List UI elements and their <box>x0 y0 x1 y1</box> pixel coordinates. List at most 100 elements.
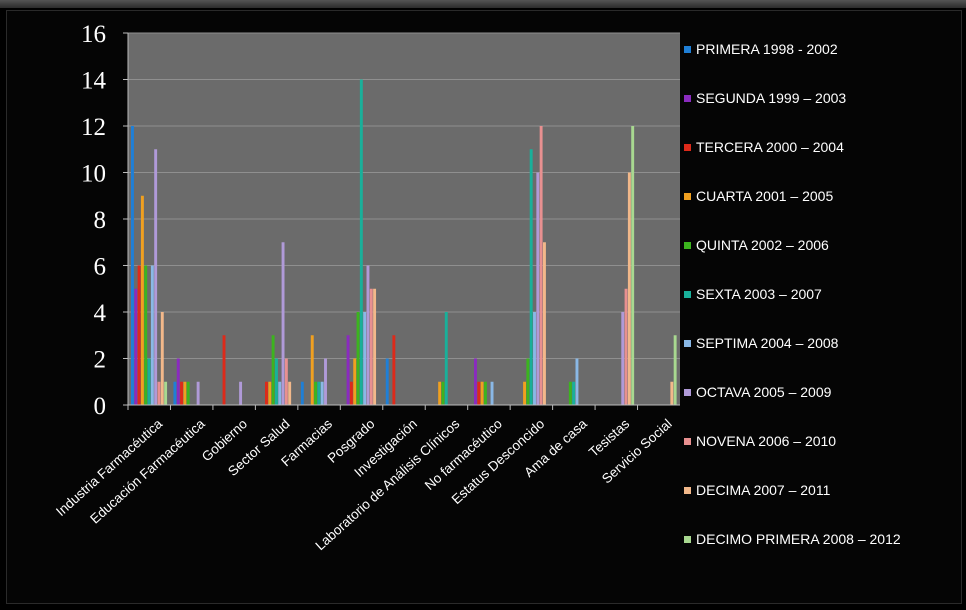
bar-sexta-2003-2007-posgrado <box>359 79 363 405</box>
legend-swatch-decima-2007-2011 <box>684 487 691 494</box>
bar-primera-1998-2002-industria-farmaceutica <box>131 126 134 405</box>
bar-sexta-2003-2007-farmacias <box>317 381 321 405</box>
bar-octava-2005-2009-gobierno <box>239 381 243 405</box>
bar-segunda-1999-2003-educacion-farmaceutica <box>176 358 180 405</box>
bar-quinta-2002-2006-posgrado <box>356 312 360 405</box>
legend-swatch-decimo-primera-2008-2012 <box>684 536 691 543</box>
bar-septima-2004-2008-ama-de-casa <box>575 358 579 405</box>
bar-segunda-1999-2003-industria-farmaceutica <box>134 288 138 405</box>
legend-swatch-tercera-2000-2004 <box>684 144 691 151</box>
bar-tercera-2000-2004-gobierno <box>222 335 226 405</box>
bar-segunda-1999-2003-no-farmaceutico <box>474 358 477 405</box>
bar-sexta-2003-2007-ama-de-casa <box>572 381 576 405</box>
y-tick-label: 0 <box>94 393 107 420</box>
legend-label-tercera-2000-2004: TERCERA 2000 – 2004 <box>696 139 844 155</box>
legend-label-octava-2005-2009: OCTAVA 2005 – 2009 <box>696 384 832 400</box>
legend-swatch-septima-2004-2008 <box>684 340 691 347</box>
bar-cuarta-2001-2005-educacion-farmaceutica <box>183 381 187 405</box>
y-tick-label: 12 <box>81 114 106 141</box>
bar-tercera-2000-2004-industria-farmaceutica <box>137 265 141 405</box>
legend-label-segunda-1999-2003: SEGUNDA 1999 – 2003 <box>696 90 846 106</box>
bar-primera-1998-2002-investigacion <box>385 358 389 405</box>
legend-label-novena-2006-2010: NOVENA 2006 – 2010 <box>696 433 836 449</box>
legend-swatch-octava-2005-2009 <box>684 389 691 396</box>
bar-quinta-2002-2006-ama-de-casa <box>568 381 572 405</box>
bar-octava-2005-2009-posgrado <box>366 265 370 405</box>
legend-swatch-cuarta-2001-2005 <box>684 193 691 200</box>
bar-novena-2006-2010-posgrado <box>369 288 373 405</box>
legend-label-cuarta-2001-2005: CUARTA 2001 – 2005 <box>696 188 833 204</box>
bar-decimo-primera-2008-2012-servicio-social <box>673 335 677 405</box>
bar-novena-2006-2010-estatus-desconcido <box>539 126 543 405</box>
bar-cuarta-2001-2005-no-farmaceutico <box>480 381 484 405</box>
legend-label-septima-2004-2008: SEPTIMA 2004 – 2008 <box>696 335 839 351</box>
legend-swatch-primera-1998-2002 <box>684 46 691 53</box>
bar-quinta-2002-2006-no-farmaceutico <box>483 381 487 405</box>
gridlines <box>128 32 680 359</box>
legend: PRIMERA 1998 - 2002 SEGUNDA 1999 – 2003 TE… <box>684 41 901 547</box>
bar-tercera-2000-2004-sector-salud <box>265 381 268 405</box>
bar-novena-2006-2010-sector-salud <box>284 358 288 405</box>
legend-label-decima-2007-2011: DECIMA 2007 – 2011 <box>696 482 831 498</box>
bar-septima-2004-2008-industria-farmaceutica <box>150 265 154 405</box>
bar-tercera-2000-2004-posgrado <box>349 381 353 405</box>
bar-decima-2007-2011-sector-salud <box>288 381 292 405</box>
legend-label-sexta-2003-2007: SEXTA 2003 – 2007 <box>696 286 822 302</box>
bar-cuarta-2001-2005-sector-salud <box>268 381 272 405</box>
bar-quinta-2002-2006-estatus-desconcido <box>526 358 530 405</box>
bar-sexta-2003-2007-sector-salud <box>274 358 278 405</box>
bar-quinta-2002-2006-industria-farmaceutica <box>144 265 148 405</box>
bar-novena-2006-2010-industria-farmaceutica <box>157 381 161 405</box>
bar-cuarta-2001-2005-posgrado <box>353 358 357 405</box>
bar-octava-2005-2009-industria-farmaceutica <box>154 149 158 405</box>
bar-tercera-2000-2004-investigacion <box>392 335 396 405</box>
legend-swatch-sexta-2003-2007 <box>684 291 691 298</box>
bar-octava-2005-2009-tesistas <box>621 312 625 405</box>
bar-decimo-primera-2008-2012-industria-farmaceutica <box>164 381 168 405</box>
window-top-bar <box>0 0 966 8</box>
bar-quinta-2002-2006-educacion-farmaceutica <box>186 381 190 405</box>
bar-tercera-2000-2004-educacion-farmaceutica <box>180 381 184 405</box>
bar-octava-2005-2009-sector-salud <box>281 242 285 405</box>
bar-sexta-2003-2007-estatus-desconcido <box>529 149 533 405</box>
bar-cuarta-2001-2005-laboratorio-de-analisis-clinicos <box>438 381 442 405</box>
bar-decima-2007-2011-posgrado <box>373 288 377 405</box>
bar-septima-2004-2008-sector-salud <box>278 381 282 405</box>
y-tick-label: 4 <box>94 300 107 327</box>
bar-sexta-2003-2007-laboratorio-de-analisis-clinicos <box>444 312 448 405</box>
legend-label-decimo-primera-2008-2012: DECIMO PRIMERA 2008 – 2012 <box>696 531 901 547</box>
bars <box>131 79 677 405</box>
bar-decimo-primera-2008-2012-tesistas <box>631 126 635 405</box>
bar-primera-1998-2002-farmacias <box>300 381 304 405</box>
y-tick-label: 14 <box>81 68 107 95</box>
bar-sexta-2003-2007-industria-farmaceutica <box>147 358 151 405</box>
bar-segunda-1999-2003-posgrado <box>346 335 350 405</box>
bar-decima-2007-2011-industria-farmaceutica <box>160 312 164 405</box>
bar-decima-2007-2011-tesistas <box>627 172 631 405</box>
bar-septima-2004-2008-farmacias <box>320 381 324 405</box>
bar-octava-2005-2009-estatus-desconcido <box>536 172 540 405</box>
bar-cuarta-2001-2005-industria-farmaceutica <box>140 195 144 405</box>
y-tick-label: 16 <box>81 21 106 48</box>
legend-swatch-quinta-2002-2006 <box>684 242 691 249</box>
bar-tercera-2000-2004-no-farmaceutico <box>477 381 481 405</box>
bar-quinta-2002-2006-laboratorio-de-analisis-clinicos <box>441 381 445 405</box>
bar-cuarta-2001-2005-estatus-desconcido <box>523 381 527 405</box>
bar-octava-2005-2009-farmacias <box>324 358 327 405</box>
bar-septima-2004-2008-posgrado <box>363 312 367 405</box>
bar-novena-2006-2010-tesistas <box>624 288 628 405</box>
bar-quinta-2002-2006-farmacias <box>314 381 318 405</box>
y-tick-label: 2 <box>94 347 107 374</box>
bar-septima-2004-2008-estatus-desconcido <box>533 312 536 405</box>
y-tick-label: 10 <box>81 161 106 188</box>
y-tick-label: 8 <box>94 207 107 234</box>
legend-label-primera-1998-2002: PRIMERA 1998 - 2002 <box>696 41 838 57</box>
y-tick-label: 6 <box>94 254 107 281</box>
bar-decima-2007-2011-servicio-social <box>670 381 674 405</box>
bar-quinta-2002-2006-sector-salud <box>271 335 275 405</box>
legend-label-quinta-2002-2006: QUINTA 2002 – 2006 <box>696 237 829 253</box>
legend-swatch-novena-2006-2010 <box>684 438 691 445</box>
